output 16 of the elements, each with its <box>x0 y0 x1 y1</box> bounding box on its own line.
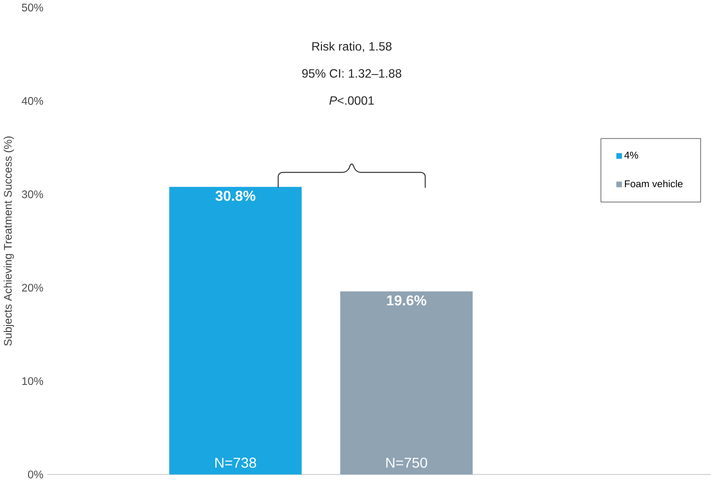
y-axis-title: Subjects Achieving Treatment Success (%) <box>4 136 14 346</box>
y-tick-label: 10% <box>22 377 44 385</box>
y-tick-label: 0% <box>28 470 44 478</box>
data-label: 19.6% <box>387 295 426 306</box>
annotation: Risk ratio, 1.58 <box>312 42 392 52</box>
legend-label: Foam vehicle <box>624 180 683 188</box>
annotation: P<.0001 <box>329 96 374 105</box>
annotation: 95% CI: 1.32–1.88 <box>302 69 402 78</box>
y-tick-label: 20% <box>22 284 44 292</box>
annotation: N=750 <box>386 458 428 468</box>
y-tick-label: 50% <box>22 4 44 12</box>
legend-label: 4% <box>624 152 638 159</box>
annotation: N=738 <box>215 458 256 468</box>
data-label: 30.8% <box>216 190 256 201</box>
y-tick-label: 30% <box>22 190 44 198</box>
y-tick-label: 40% <box>22 97 44 105</box>
